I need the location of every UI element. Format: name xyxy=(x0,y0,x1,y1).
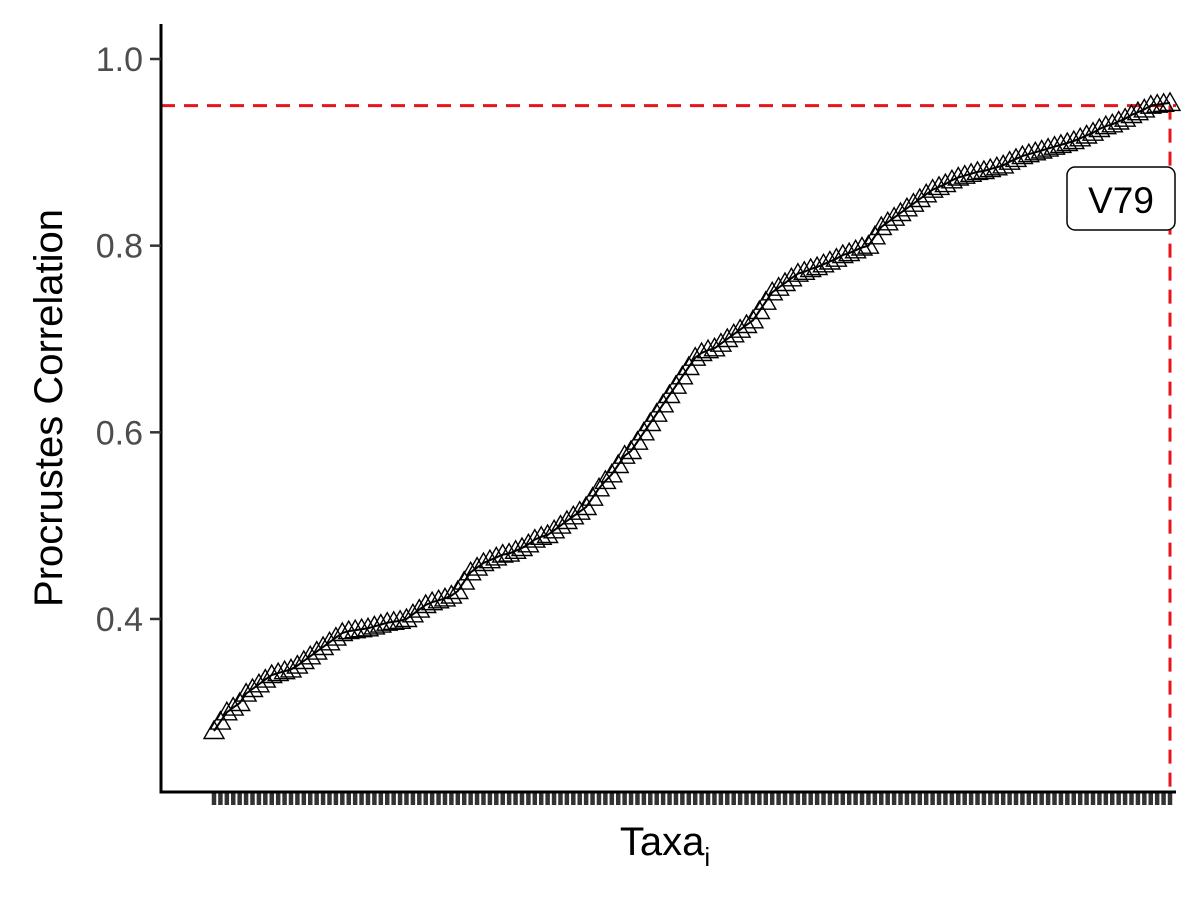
data-point xyxy=(517,532,540,553)
data-point xyxy=(594,469,617,490)
y-tick-layer: 0.4 0.6 0.8 1.0 xyxy=(96,41,161,639)
data-point xyxy=(369,613,393,633)
data-point xyxy=(735,313,758,334)
data-point xyxy=(1107,110,1130,130)
highlight-label: V79 xyxy=(1088,180,1154,221)
y-tick-label: 0.6 xyxy=(96,414,143,452)
data-point xyxy=(1113,107,1137,127)
data-point xyxy=(568,500,591,520)
y-tick-label: 1.0 xyxy=(96,41,143,79)
data-point xyxy=(382,610,405,630)
axis-layer xyxy=(159,24,1176,794)
data-point xyxy=(433,586,457,607)
data-point xyxy=(254,668,277,688)
data-point xyxy=(934,172,957,193)
data-point xyxy=(959,162,983,183)
data-point xyxy=(966,160,989,181)
data-point xyxy=(914,182,938,203)
data-point xyxy=(337,619,360,640)
y-axis-title: Procrustes Correlation xyxy=(27,209,71,607)
x-axis-title: Taxai xyxy=(620,820,710,872)
x-axis-title-main: Taxa xyxy=(620,820,705,864)
annotation-layer: V79 xyxy=(1066,166,1176,231)
data-point xyxy=(683,346,707,366)
data-point xyxy=(440,584,463,604)
data-point xyxy=(850,236,874,256)
data-point xyxy=(991,153,1015,174)
data-point xyxy=(388,609,412,629)
data-point xyxy=(696,338,720,359)
y-tick-label: 0.4 xyxy=(96,601,143,639)
highlight-label-box xyxy=(1066,166,1176,231)
data-point xyxy=(587,476,611,497)
threshold-layer xyxy=(161,104,1176,792)
data-point xyxy=(1152,92,1175,113)
data-point xyxy=(529,525,553,545)
data-point xyxy=(1158,91,1182,112)
data-point xyxy=(408,598,431,618)
data-point xyxy=(343,618,367,639)
data-point xyxy=(1145,93,1169,113)
data-point xyxy=(1126,100,1150,121)
data-point xyxy=(504,539,527,559)
x-axis-title-subscript: i xyxy=(704,842,710,872)
data-point xyxy=(465,556,489,576)
data-point xyxy=(1075,124,1098,144)
data-point xyxy=(927,175,951,196)
y-tick-label: 0.8 xyxy=(96,228,143,266)
data-point xyxy=(1139,94,1163,114)
data-point xyxy=(324,626,348,646)
data-point xyxy=(818,250,842,270)
data-point xyxy=(331,621,354,642)
data-point xyxy=(221,696,245,716)
x-tick-layer xyxy=(211,793,1173,805)
data-point xyxy=(350,617,373,638)
data-layer xyxy=(202,91,1182,740)
data-point xyxy=(1081,121,1105,141)
data-point xyxy=(375,611,399,631)
data-point xyxy=(613,444,636,464)
data-point xyxy=(780,266,803,287)
